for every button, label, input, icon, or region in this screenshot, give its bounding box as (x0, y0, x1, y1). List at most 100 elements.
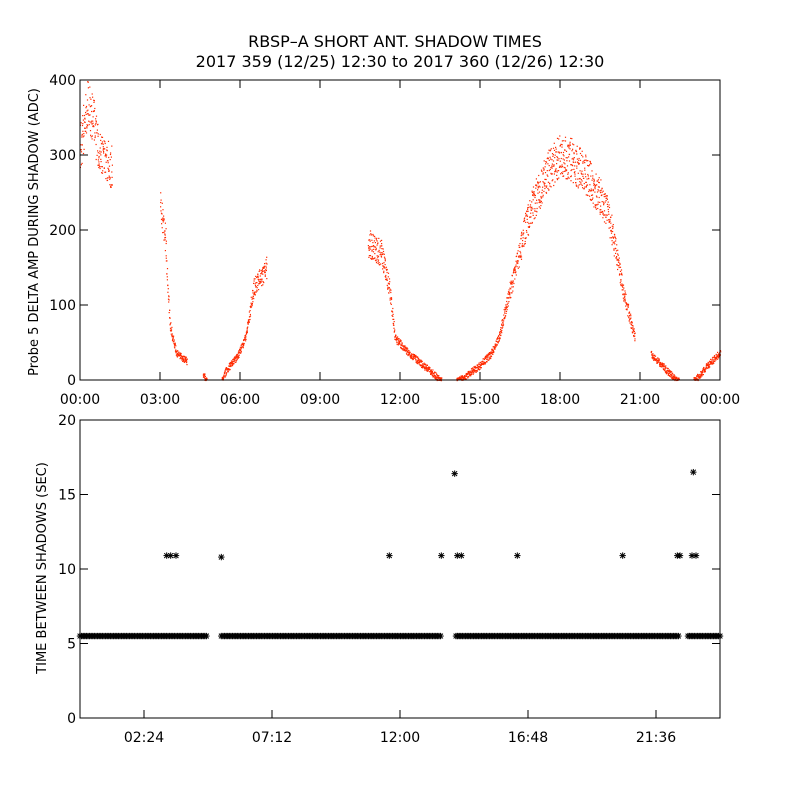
top-data-point (503, 314, 505, 316)
top-data-point (368, 239, 370, 241)
top-data-point (496, 344, 498, 346)
top-data-point (480, 362, 482, 364)
top-data-point (700, 372, 702, 374)
bottom-data-point (458, 552, 465, 559)
top-data-point (237, 356, 239, 358)
top-data-point (592, 197, 594, 199)
top-data-point (432, 369, 434, 371)
top-data-point (621, 283, 623, 285)
top-data-point (371, 255, 373, 258)
top-data-point (406, 347, 408, 349)
top-data-point (369, 234, 371, 236)
top-data-point (411, 353, 413, 355)
top-data-point (528, 206, 530, 209)
top-data-point (594, 204, 596, 206)
top-data-point (259, 269, 261, 271)
top-data-point (482, 358, 484, 360)
top-data-point (634, 340, 636, 342)
top-data-point (164, 237, 166, 239)
top-data-point (252, 290, 254, 292)
top-data-point (579, 170, 581, 172)
top-data-point (537, 192, 539, 194)
top-data-point (487, 353, 489, 355)
top-data-point (175, 349, 177, 351)
top-data-point (651, 354, 653, 356)
top-data-point (89, 121, 91, 123)
top-data-point (406, 349, 408, 351)
top-data-point (165, 257, 167, 259)
top-data-point (537, 186, 539, 188)
top-data-point (508, 291, 510, 293)
top-data-point (368, 255, 370, 257)
top-data-point (535, 214, 537, 216)
top-data-point (371, 245, 373, 247)
top-data-point (224, 370, 226, 372)
top-data-point (467, 377, 469, 379)
top-data-point (542, 173, 544, 175)
top-data-point (600, 205, 602, 207)
top-data-point (620, 269, 623, 271)
top-data-point (81, 124, 84, 127)
top-data-point (411, 357, 413, 359)
top-data-point (263, 266, 265, 268)
top-data-point (568, 144, 570, 146)
top-data-point (472, 370, 474, 372)
top-data-point (543, 168, 545, 170)
top-data-point (608, 219, 610, 221)
top-data-point (426, 369, 428, 371)
top-data-point (502, 319, 504, 321)
top-data-point (591, 194, 593, 196)
top-data-point (388, 287, 390, 289)
top-data-point (385, 274, 387, 277)
top-data-point (494, 348, 496, 350)
top-data-point (587, 160, 589, 162)
top-data-point (501, 329, 503, 332)
top-data-point (575, 178, 577, 180)
top-data-point (168, 301, 170, 303)
top-data-point (513, 271, 515, 273)
top-data-point (627, 315, 629, 317)
top-data-point (247, 323, 249, 325)
top-data-point (557, 159, 559, 161)
top-data-point (579, 148, 581, 150)
top-data-point (524, 217, 526, 219)
top-data-point (471, 368, 473, 370)
top-data-point (524, 243, 526, 245)
top-data-point (579, 147, 581, 149)
top-data-point (92, 125, 94, 128)
top-data-point (101, 172, 104, 174)
bottom-data-point (676, 552, 684, 559)
top-data-point (414, 356, 416, 358)
top-data-point (519, 250, 521, 253)
top-data-point (223, 374, 225, 376)
top-data-point (242, 343, 244, 345)
top-data-point (512, 290, 514, 292)
top-data-point (601, 194, 603, 196)
top-data-point (523, 218, 525, 220)
top-data-point (697, 376, 699, 378)
top-data-point (664, 366, 666, 368)
top-data-point (104, 171, 106, 173)
top-data-point (426, 367, 428, 369)
top-data-point (166, 268, 169, 270)
top-data-point (605, 195, 607, 197)
top-data-point (85, 107, 87, 109)
top-data-point (256, 276, 258, 279)
top-data-point (390, 291, 392, 294)
bottom-y-tick-label: 20 (58, 413, 76, 429)
top-data-point (240, 351, 242, 353)
top-data-point (166, 273, 168, 275)
top-data-point (549, 183, 551, 185)
top-data-point (99, 152, 101, 154)
top-data-point (601, 187, 603, 189)
top-data-point (540, 197, 543, 199)
top-data-point (409, 352, 411, 354)
top-data-point (404, 345, 406, 347)
top-data-point (592, 175, 594, 177)
top-data-point (374, 235, 376, 237)
top-data-point (175, 345, 177, 347)
top-data-point (537, 189, 539, 191)
top-data-point (233, 359, 235, 361)
top-data-point (670, 374, 672, 377)
top-data-point (91, 93, 93, 95)
